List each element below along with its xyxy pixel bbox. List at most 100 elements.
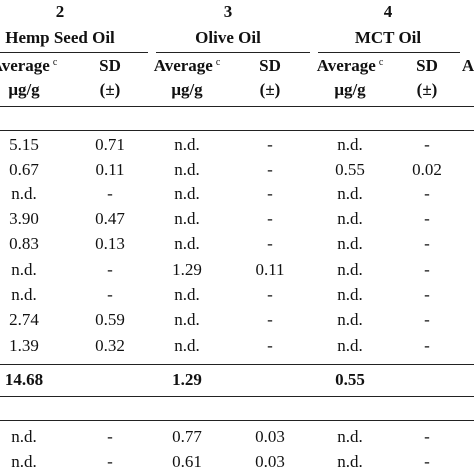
cell: -: [424, 184, 430, 203]
column-number: 4: [383, 2, 393, 21]
cell: -: [267, 135, 273, 154]
footnote-mark: c: [378, 57, 384, 68]
cell: n.d.: [174, 285, 200, 304]
cell: 0.11: [95, 160, 125, 179]
group-header: Olive Oil: [195, 28, 261, 47]
cell: 0.13: [95, 234, 125, 253]
subheader-text: Average: [153, 56, 213, 75]
cell: 0.71: [95, 135, 125, 154]
cell: 0.11: [255, 260, 285, 279]
subheader-text: SD: [259, 56, 281, 75]
cell: 3.90: [9, 209, 39, 228]
cell: -: [107, 452, 113, 471]
subheader: A: [462, 56, 474, 76]
cell: 0.67: [9, 160, 39, 179]
cell: -: [267, 209, 273, 228]
cell: -: [424, 135, 430, 154]
cell: n.d.: [174, 310, 200, 329]
column-number: 3: [223, 2, 233, 21]
subheader-text: SD: [99, 56, 121, 75]
cell: 0.03: [255, 452, 285, 471]
cell: 0.83: [9, 234, 39, 253]
cell: 0.61: [172, 452, 202, 471]
rule: [0, 106, 474, 107]
cell: -: [267, 234, 273, 253]
cell: 0.59: [95, 310, 125, 329]
unit: (±): [99, 80, 121, 99]
cell: -: [267, 310, 273, 329]
subheader-text: Average: [316, 56, 376, 75]
footnote-mark: c: [215, 57, 221, 68]
cell: -: [424, 310, 430, 329]
unit: (±): [416, 80, 438, 99]
total-cell: 14.68: [4, 370, 44, 389]
cell: -: [107, 184, 113, 203]
cell: -: [267, 160, 273, 179]
rule: [0, 52, 148, 53]
rule: [0, 420, 474, 421]
subheader-text: SD: [416, 56, 438, 75]
cell: n.d.: [11, 452, 37, 471]
rule: [0, 130, 474, 131]
cell: 0.02: [412, 160, 442, 179]
cell: 2.74: [9, 310, 39, 329]
total-cell: 0.55: [335, 370, 365, 389]
cell: -: [424, 285, 430, 304]
cell: -: [424, 260, 430, 279]
cell: -: [267, 336, 273, 355]
cell: -: [107, 427, 113, 446]
cell: n.d.: [337, 209, 363, 228]
cell: n.d.: [11, 427, 37, 446]
group-header: Hemp Seed Oil: [5, 28, 115, 47]
cell: n.d.: [337, 310, 363, 329]
cell: n.d.: [174, 160, 200, 179]
subheader: SD: [99, 56, 121, 76]
cell: n.d.: [174, 234, 200, 253]
cell: n.d.: [337, 234, 363, 253]
subheader-text: Average: [0, 56, 50, 75]
cell: n.d.: [11, 184, 37, 203]
cell: n.d.: [174, 336, 200, 355]
cell: n.d.: [174, 135, 200, 154]
cell: n.d.: [337, 336, 363, 355]
cell: 5.15: [9, 135, 39, 154]
cell: n.d.: [11, 285, 37, 304]
cell: -: [107, 285, 113, 304]
cell: 1.39: [9, 336, 39, 355]
cell: -: [424, 234, 430, 253]
cell: 0.47: [95, 209, 125, 228]
cell: -: [424, 427, 430, 446]
cell: 0.32: [95, 336, 125, 355]
cell: -: [424, 336, 430, 355]
footnote-mark: c: [52, 57, 58, 68]
rule: [0, 396, 474, 397]
cell: 0.55: [335, 160, 365, 179]
rule: [156, 52, 310, 53]
cell: 0.77: [172, 427, 202, 446]
rule: [318, 52, 460, 53]
unit: μg/g: [334, 80, 366, 99]
total-cell: 1.29: [172, 370, 202, 389]
cell: n.d.: [337, 452, 363, 471]
cell: n.d.: [174, 184, 200, 203]
cell: n.d.: [11, 260, 37, 279]
cell: n.d.: [337, 260, 363, 279]
cell: n.d.: [337, 135, 363, 154]
subheader-text: A: [461, 56, 474, 75]
cell: -: [424, 209, 430, 228]
cell: n.d.: [174, 209, 200, 228]
unit: μg/g: [171, 80, 203, 99]
cell: 0.03: [255, 427, 285, 446]
subheader: SD: [416, 56, 438, 76]
group-header: MCT Oil: [354, 28, 422, 47]
cell: 1.29: [172, 260, 202, 279]
cell: -: [424, 452, 430, 471]
unit: μg/g: [8, 80, 40, 99]
cell: -: [267, 184, 273, 203]
rule: [0, 364, 474, 365]
cell: n.d.: [337, 184, 363, 203]
